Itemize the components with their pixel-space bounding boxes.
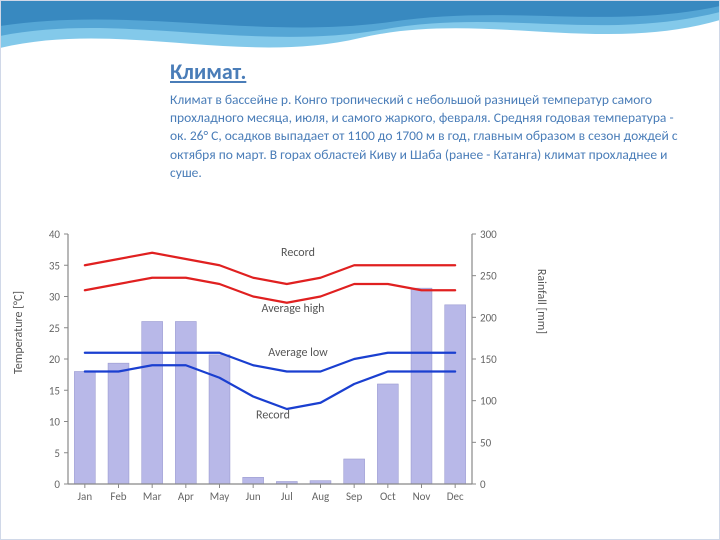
line-record-low [85, 365, 455, 409]
svg-text:35: 35 [49, 259, 60, 272]
temp-axis-label: Temperature [°C] [12, 291, 26, 374]
svg-text:Jan: Jan [78, 490, 93, 503]
text-block: Климат. Климат в бассейне р. Конго тропи… [170, 58, 690, 182]
rain-bar [142, 322, 163, 485]
chart-svg: 0 5 10 15 20 25 30 35 40 0 50 100 150 200 250 300 Jan Feb… [20, 224, 520, 524]
svg-text:Jun: Jun [246, 490, 261, 503]
rain-axis-label: Rainfall [mm] [534, 269, 548, 334]
svg-text:0: 0 [54, 478, 60, 491]
rain-bar [243, 477, 264, 484]
svg-text:5: 5 [54, 447, 60, 460]
svg-text:Aug: Aug [312, 490, 329, 503]
rain-bar [445, 305, 466, 484]
svg-text:Apr: Apr [178, 490, 194, 503]
svg-text:May: May [210, 490, 229, 503]
rain-bar [344, 459, 365, 484]
svg-text:30: 30 [49, 291, 61, 304]
rain-bar [377, 384, 398, 484]
series-label-avg_low: Average low [268, 346, 328, 360]
climate-chart: Temperature [°C] Rainfall [mm] 051015202… [20, 224, 520, 524]
svg-text:250: 250 [480, 270, 497, 283]
svg-text:150: 150 [480, 353, 497, 366]
rain-bar [74, 372, 95, 485]
svg-text:0: 0 [480, 478, 486, 491]
rain-bar [175, 322, 196, 485]
rain-bar [411, 288, 432, 484]
page-title: Климат. [170, 58, 690, 85]
svg-text:50: 50 [480, 436, 492, 449]
svg-text:Sep: Sep [346, 490, 363, 503]
svg-text:40: 40 [49, 228, 61, 241]
svg-text:Jul: Jul [281, 490, 293, 503]
svg-text:Dec: Dec [447, 490, 464, 503]
svg-text:200: 200 [480, 311, 497, 324]
body-paragraph: Климат в бассейне р. Конго тропический с… [170, 91, 690, 182]
series-label-record_low: Record [256, 408, 290, 422]
svg-text:100: 100 [480, 395, 497, 408]
svg-text:10: 10 [49, 416, 61, 429]
series-label-avg_high: Average high [262, 302, 325, 316]
svg-text:Mar: Mar [143, 490, 162, 503]
svg-text:Nov: Nov [413, 490, 431, 503]
svg-text:25: 25 [49, 322, 60, 335]
svg-text:300: 300 [480, 228, 497, 241]
series-label-record_high: Record [281, 246, 315, 260]
svg-text:20: 20 [49, 353, 61, 366]
svg-text:15: 15 [49, 384, 60, 397]
rain-bar [108, 363, 129, 484]
svg-text:Oct: Oct [380, 490, 396, 503]
svg-text:Feb: Feb [110, 490, 126, 503]
